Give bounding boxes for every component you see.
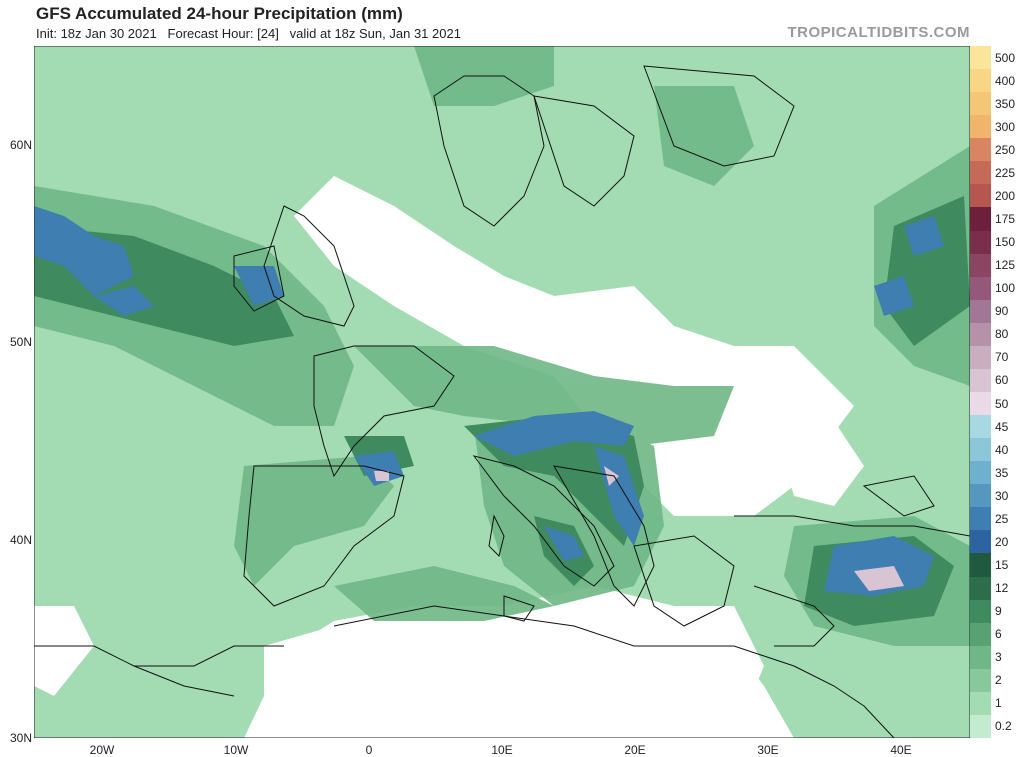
legend-swatch (970, 345, 991, 370)
legend-swatch (970, 507, 991, 531)
lon-label-30e: 30E (757, 743, 779, 757)
legend-swatch (970, 392, 991, 416)
legend-label: 300 (995, 119, 1016, 134)
legend-label: 12 (995, 581, 1009, 596)
legend-swatch (970, 92, 991, 116)
legend-label: 2 (995, 673, 1002, 688)
legend-label: 200 (995, 188, 1016, 203)
legend-label: 100 (995, 281, 1016, 296)
lat-label-30n: 30N (9, 731, 32, 745)
legend-swatch (970, 184, 991, 208)
legend-label: 30 (995, 488, 1009, 503)
precipitation-legend (970, 46, 991, 739)
legend-label: 125 (995, 258, 1016, 273)
legend-label: 50 (995, 396, 1009, 411)
legend-label: 400 (995, 73, 1016, 88)
lon-label-0: 0 (365, 743, 373, 757)
legend-label: 80 (995, 327, 1009, 342)
legend-label: 0.2 (995, 719, 1012, 734)
legend-label: 225 (995, 165, 1016, 180)
legend-label: 250 (995, 142, 1016, 157)
legend-label: 15 (995, 558, 1009, 572)
lon-label-20w: 20W (89, 743, 115, 757)
lon-label-10w: 10W (223, 743, 249, 757)
legend-swatch (970, 161, 991, 185)
legend-swatch (970, 530, 991, 554)
legend-swatch (970, 645, 991, 670)
legend-label: 20 (995, 534, 1009, 549)
legend-swatch (970, 415, 991, 439)
legend-label: 70 (995, 350, 1009, 365)
legend-swatch (970, 207, 991, 232)
map-title: GFS Accumulated 24-hour Precipitation (m… (36, 4, 403, 23)
legend-label: 60 (995, 373, 1009, 388)
legend-label: 3 (995, 650, 1002, 665)
legend-label: 500 (995, 50, 1016, 65)
lon-label-20e: 20E (624, 743, 646, 757)
lon-label-40e: 40E (890, 743, 912, 757)
legend-swatch (970, 322, 991, 347)
legend-label: 35 (995, 465, 1009, 480)
legend-label: 90 (995, 304, 1009, 319)
legend-swatch (970, 622, 991, 647)
legend-swatch (970, 668, 991, 693)
legend-label: 150 (995, 235, 1016, 250)
legend-swatch (970, 253, 991, 278)
legend-label: 9 (995, 604, 1002, 619)
legend-label: 25 (995, 511, 1009, 526)
lat-label-40n: 40N (9, 533, 32, 547)
precipitation-map (34, 46, 970, 738)
legend-swatch (970, 714, 991, 739)
legend-swatch (970, 599, 991, 624)
legend-label: 175 (995, 212, 1016, 226)
lat-label-50n: 50N (9, 335, 32, 349)
coastlines (34, 65, 970, 738)
legend-label: 40 (995, 442, 1009, 457)
legend-label: 350 (995, 96, 1016, 111)
legend-swatch (970, 299, 991, 324)
legend-swatch (970, 115, 991, 139)
legend-swatch (970, 138, 991, 162)
legend-label: 6 (995, 627, 1002, 642)
legend-label: 45 (995, 419, 1009, 434)
legend-swatch (970, 438, 991, 462)
lat-label-60n: 60N (9, 138, 32, 152)
map-subtitle: Init: 18z Jan 30 2021 Forecast Hour: [24… (36, 26, 461, 41)
legend-swatch (970, 230, 991, 255)
legend-swatch (970, 484, 991, 508)
legend-swatch (970, 69, 991, 93)
legend-swatch (970, 461, 991, 485)
legend-swatch (970, 46, 991, 70)
legend-swatch (970, 368, 991, 393)
legend-swatch (970, 276, 991, 301)
legend-swatch (970, 691, 991, 716)
legend-label: 1 (995, 696, 1002, 711)
legend-swatch (970, 553, 991, 578)
brand-watermark: TROPICALTIDBITS.COM (787, 24, 970, 41)
legend-swatch (970, 576, 991, 601)
map-canvas (34, 46, 970, 738)
lon-label-10e: 10E (491, 743, 513, 757)
